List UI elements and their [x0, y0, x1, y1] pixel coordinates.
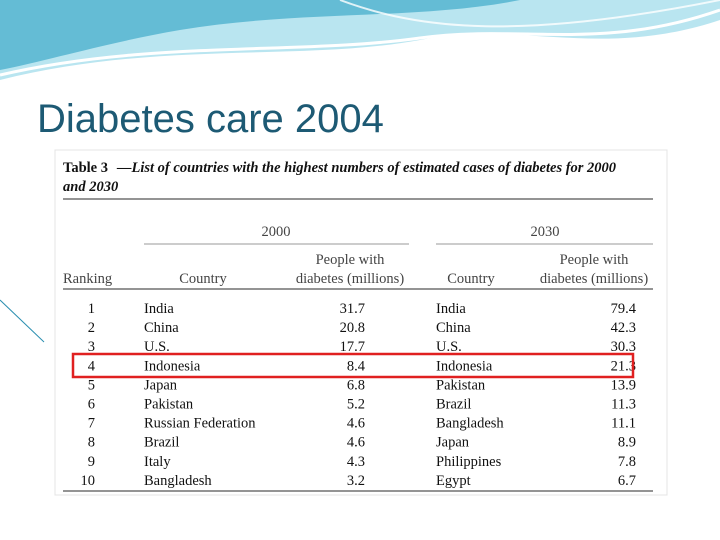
country-cell: Pakistan: [144, 397, 194, 413]
column-header: diabetes (millions): [540, 271, 648, 287]
caption-label: Table 3: [63, 160, 108, 176]
table-body: 1 India 31.7 India 79.4 2 China 20.8 China 42.3 3 U…: [81, 301, 637, 489]
country-cell: Egypt: [436, 473, 471, 489]
highlight-box: [71, 352, 635, 379]
country-cell: U.S.: [144, 339, 170, 355]
value-cell: 8.9: [618, 435, 636, 451]
value-cell: 11.1: [611, 416, 636, 432]
header-decoration: [0, 0, 720, 80]
country-cell: Russian Federation: [144, 416, 256, 432]
caption-line: and 2030: [63, 179, 118, 195]
caption-line: —List of countries with the highest numb…: [116, 160, 616, 176]
country-cell: Japan: [436, 435, 470, 451]
value-cell: 31.7: [340, 301, 365, 317]
group-header: 2030: [531, 224, 560, 240]
rank-cell: 5: [88, 377, 95, 393]
country-cell: Indonesia: [144, 358, 201, 374]
value-cell: 5.2: [347, 397, 365, 413]
rank-cell: 10: [81, 473, 96, 489]
rank-cell: 2: [88, 320, 95, 336]
value-cell: 20.8: [340, 320, 365, 336]
country-cell: Philippines: [436, 454, 502, 470]
column-header: Ranking: [63, 271, 112, 287]
rank-cell: 3: [88, 339, 95, 355]
value-cell: 11.3: [611, 397, 636, 413]
value-cell: 42.3: [611, 320, 636, 336]
table-image: [54, 149, 668, 496]
country-cell: Brazil: [436, 397, 471, 413]
value-cell: 4.6: [347, 435, 365, 451]
slide-title: Diabetes care 2004: [37, 97, 384, 141]
group-header: 2000: [262, 224, 291, 240]
column-header: People with: [316, 252, 386, 268]
column-header: diabetes (millions): [296, 271, 404, 287]
rank-cell: 9: [88, 454, 95, 470]
country-cell: Pakistan: [436, 377, 486, 393]
column-header: Country: [179, 271, 227, 287]
decor-line: [0, 299, 45, 343]
column-header: Country: [447, 271, 495, 287]
value-cell: 79.4: [611, 301, 637, 317]
country-cell: Bangladesh: [436, 416, 504, 432]
value-cell: 7.8: [618, 454, 636, 470]
value-cell: 6.8: [347, 377, 365, 393]
country-cell: Bangladesh: [144, 473, 212, 489]
value-cell: 30.3: [611, 339, 636, 355]
country-cell: U.S.: [436, 339, 462, 355]
country-cell: India: [436, 301, 466, 317]
value-cell: 3.2: [347, 473, 365, 489]
country-cell: Italy: [144, 454, 171, 470]
value-cell: 4.3: [347, 454, 365, 470]
rank-cell: 6: [88, 397, 95, 413]
column-header: People with: [560, 252, 630, 268]
value-cell: 17.7: [340, 339, 365, 355]
rank-cell: 4: [88, 358, 96, 374]
value-cell: 4.6: [347, 416, 365, 432]
country-cell: Japan: [144, 377, 178, 393]
value-cell: 13.9: [611, 377, 636, 393]
country-cell: Brazil: [144, 435, 179, 451]
rank-cell: 8: [88, 435, 95, 451]
rank-cell: 7: [88, 416, 95, 432]
value-cell: 8.4: [347, 358, 366, 374]
country-cell: China: [436, 320, 471, 336]
rank-cell: 1: [88, 301, 95, 317]
country-cell: Indonesia: [436, 358, 493, 374]
value-cell: 6.7: [618, 473, 636, 489]
country-cell: China: [144, 320, 179, 336]
country-cell: India: [144, 301, 174, 317]
value-cell: 21.3: [611, 358, 636, 374]
